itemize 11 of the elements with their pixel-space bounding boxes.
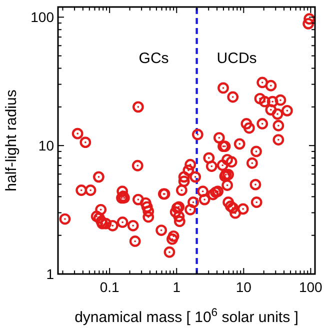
annotation: UCDs	[216, 50, 257, 68]
x-tick-label: 10	[236, 279, 252, 295]
x-axis-title: dynamical mass [ 10$^{6}$ solar units ]	[74, 307, 298, 326]
x-tick-label: 1	[172, 279, 181, 295]
annotation: GCs	[138, 50, 169, 68]
x-tick-label: 0.1	[100, 279, 120, 295]
y-tick-label: 1	[46, 266, 54, 282]
y-tick-label: 10	[38, 138, 54, 154]
x-tick-label: 100	[299, 279, 323, 295]
y-axis-title: half-light radius	[3, 90, 20, 192]
y-tick-label: 100	[30, 9, 54, 26]
